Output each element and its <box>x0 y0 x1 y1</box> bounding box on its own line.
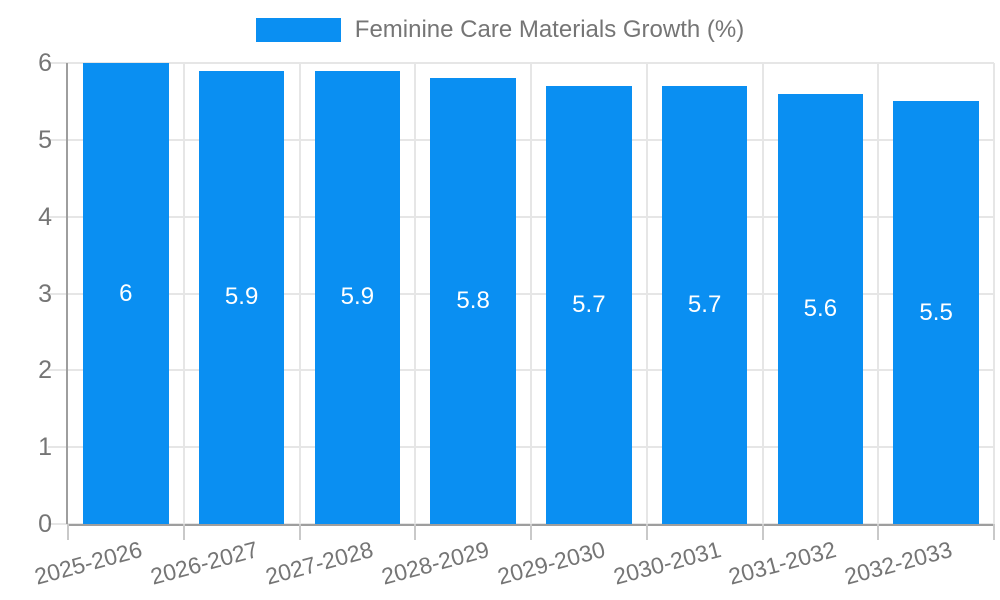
gridline-v <box>645 63 648 524</box>
x-axis-tick-label: 2031-2032 <box>726 536 840 590</box>
y-axis-tick-label: 6 <box>38 49 52 77</box>
gridline-v <box>530 63 532 524</box>
y-axis-tick-label: 5 <box>38 125 52 154</box>
y-tick-mark <box>48 138 68 141</box>
y-axis-labels: 0 1 2 3 4 5 6 <box>0 49 52 538</box>
gridline-v <box>761 63 764 524</box>
bar-value-label: 5.5 <box>919 298 953 326</box>
x-tick-mark <box>414 524 417 540</box>
x-tick-mark <box>530 524 532 540</box>
gridline-v <box>877 63 880 524</box>
x-axis-tick-label: 2026-2027 <box>147 536 261 590</box>
y-axis-line <box>66 63 68 524</box>
bar-slot: 5.8 <box>415 63 531 524</box>
x-tick-mark <box>877 524 880 540</box>
legend-label: Feminine Care Materials Growth (%) <box>354 16 745 43</box>
bar-2027-2028[interactable]: 5.9 <box>314 70 401 524</box>
x-tick-mark <box>645 524 648 540</box>
y-tick-mark <box>48 446 68 449</box>
bar-2032-2033[interactable]: 5.5 <box>893 101 979 524</box>
bar-value-label: 5.6 <box>803 294 838 322</box>
bar-2029-2030[interactable]: 5.7 <box>546 86 632 524</box>
gridline-v <box>182 63 185 524</box>
gridline-v <box>414 63 417 524</box>
x-axis-tick-label: 2027-2028 <box>263 536 377 590</box>
x-axis-line <box>68 524 994 526</box>
bar-2028-2029[interactable]: 5.8 <box>430 78 516 524</box>
y-axis-tick-label: 1 <box>38 433 52 462</box>
y-tick-mark <box>48 292 68 295</box>
plot-area: 6 5.9 5.9 5.8 5.7 5.7 5.6 5.5 <box>48 62 995 526</box>
bar-slot: 5.5 <box>878 63 994 524</box>
y-axis-tick-label: 0 <box>38 510 52 538</box>
gridline-v <box>298 63 301 524</box>
bar-2025-2026[interactable]: 6 <box>83 63 169 524</box>
bar-slot: 6 <box>68 63 184 524</box>
x-tick-mark <box>182 524 185 540</box>
x-tick-mark <box>761 524 764 540</box>
bar-slot: 5.9 <box>184 63 300 524</box>
bar-value-label: 6 <box>119 279 133 307</box>
y-axis-tick-label: 2 <box>38 356 52 385</box>
bar-value-label: 5.7 <box>572 291 606 319</box>
y-tick-mark <box>48 215 68 218</box>
x-axis-tick-label: 2032-2033 <box>841 536 955 590</box>
legend-swatch-icon <box>255 18 341 42</box>
bar-slot: 5.7 <box>647 63 763 524</box>
x-axis-tick-label: 2025-2026 <box>31 536 145 590</box>
y-tick-mark <box>48 369 68 372</box>
chart-legend[interactable]: Feminine Care Materials Growth (%) <box>0 16 1000 44</box>
bar-value-label: 5.9 <box>224 283 259 311</box>
bar-slot: 5.6 <box>763 63 879 524</box>
bar-value-label: 5.7 <box>687 291 722 319</box>
bar-2031-2032[interactable]: 5.6 <box>777 93 864 524</box>
x-tick-mark <box>298 524 301 540</box>
x-axis-tick-label: 2030-2031 <box>610 536 724 590</box>
y-tick-mark <box>48 62 68 64</box>
bar-slot: 5.9 <box>300 63 416 524</box>
y-axis-tick-label: 3 <box>38 279 52 308</box>
bar-2030-2031[interactable]: 5.7 <box>661 86 748 524</box>
bar-2026-2027[interactable]: 5.9 <box>198 70 285 524</box>
y-axis-tick-label: 4 <box>38 202 52 231</box>
bar-slot: 5.7 <box>531 63 647 524</box>
bar-value-label: 5.9 <box>340 283 375 311</box>
x-tick-mark <box>993 524 995 540</box>
x-axis-tick-label: 2029-2030 <box>494 536 608 590</box>
x-tick-mark <box>67 524 69 540</box>
bar-value-label: 5.8 <box>456 287 490 315</box>
y-tick-mark <box>48 523 68 525</box>
gridline-v <box>993 63 995 524</box>
x-axis-tick-label: 2028-2029 <box>378 536 492 590</box>
bar-series: 6 5.9 5.9 5.8 5.7 5.7 5.6 5.5 <box>68 63 994 524</box>
